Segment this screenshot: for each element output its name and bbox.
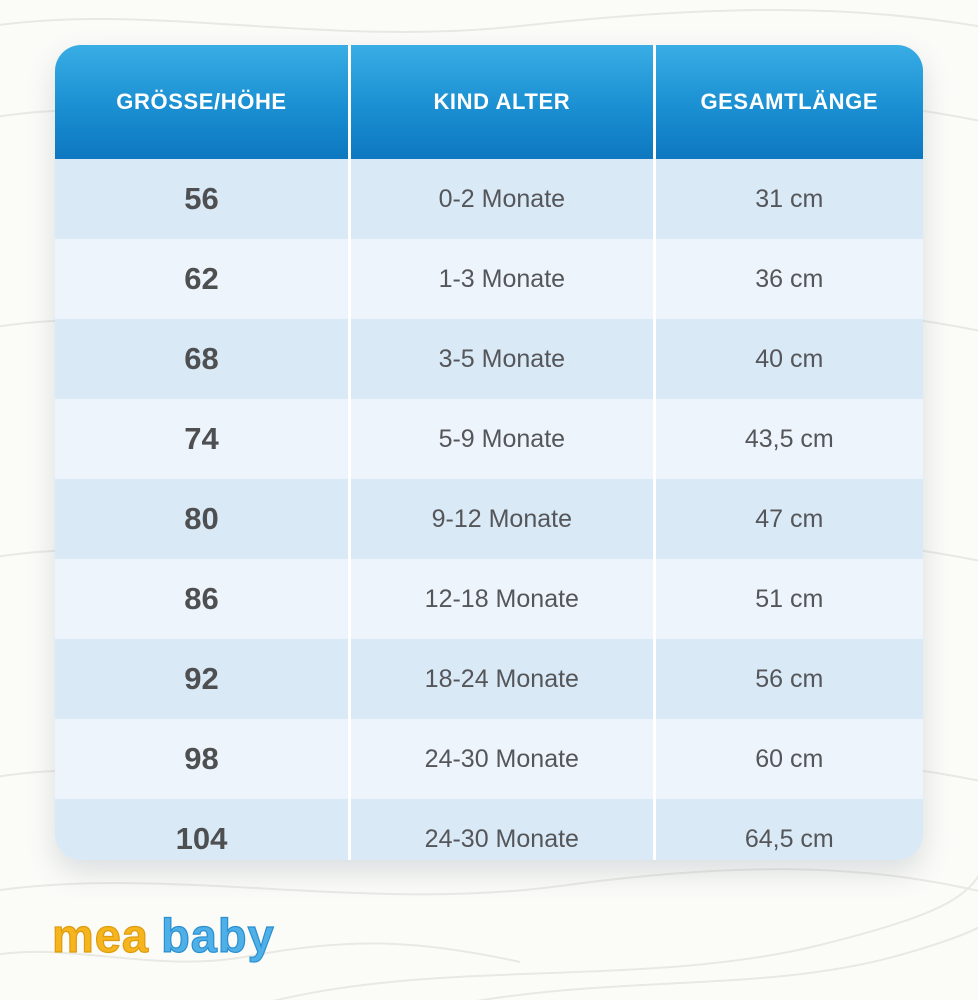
table-row: 92 18-24 Monate 56 cm xyxy=(55,639,923,719)
length-cell: 47 cm xyxy=(652,479,923,559)
length-cell: 60 cm xyxy=(652,719,923,799)
table-row: 68 3-5 Monate 40 cm xyxy=(55,319,923,399)
age-cell: 24-30 Monate xyxy=(348,799,655,860)
table-row: 86 12-18 Monate 51 cm xyxy=(55,559,923,639)
brand-logo: mea baby xyxy=(51,908,275,963)
size-cell: 62 xyxy=(55,239,350,319)
header-total-length: GESAMTLÄNGE xyxy=(652,45,923,159)
size-cell: 56 xyxy=(55,159,350,239)
table-row: 56 0-2 Monate 31 cm xyxy=(55,159,923,239)
size-cell: 68 xyxy=(55,319,350,399)
table-head: GRÖSSE/HÖHE KIND ALTER GESAMTLÄNGE xyxy=(55,45,923,159)
length-cell: 40 cm xyxy=(652,319,923,399)
age-cell: 12-18 Monate xyxy=(348,559,655,639)
age-cell: 18-24 Monate xyxy=(348,639,655,719)
length-cell: 43,5 cm xyxy=(652,399,923,479)
size-cell: 98 xyxy=(55,719,350,799)
length-cell: 56 cm xyxy=(652,639,923,719)
age-cell: 9-12 Monate xyxy=(348,479,655,559)
length-cell: 51 cm xyxy=(652,559,923,639)
header-size-height: GRÖSSE/HÖHE xyxy=(55,45,350,159)
size-cell: 74 xyxy=(55,399,350,479)
table-row: 98 24-30 Monate 60 cm xyxy=(55,719,923,799)
age-cell: 5-9 Monate xyxy=(348,399,655,479)
table-body: 56 0-2 Monate 31 cm 62 1-3 Monate 36 cm 68 3-5 … xyxy=(55,159,923,860)
size-cell: 80 xyxy=(55,479,350,559)
table-header-row: GRÖSSE/HÖHE KIND ALTER GESAMTLÄNGE xyxy=(55,45,923,159)
size-cell: 92 xyxy=(55,639,350,719)
length-cell: 64,5 cm xyxy=(652,799,923,860)
table-row: 74 5-9 Monate 43,5 cm xyxy=(55,399,923,479)
age-cell: 3-5 Monate xyxy=(348,319,655,399)
size-chart-card: GRÖSSE/HÖHE KIND ALTER GESAMTLÄNGE 56 0-2… xyxy=(55,45,923,860)
size-table: GRÖSSE/HÖHE KIND ALTER GESAMTLÄNGE 56 0-2… xyxy=(55,45,923,860)
table-row: 104 24-30 Monate 64,5 cm xyxy=(55,799,923,860)
length-cell: 36 cm xyxy=(652,239,923,319)
age-cell: 1-3 Monate xyxy=(348,239,655,319)
table-row: 80 9-12 Monate 47 cm xyxy=(55,479,923,559)
age-cell: 0-2 Monate xyxy=(348,159,655,239)
logo-text-mea: mea xyxy=(51,908,150,962)
size-cell: 104 xyxy=(55,799,350,860)
age-cell: 24-30 Monate xyxy=(348,719,655,799)
length-cell: 31 cm xyxy=(652,159,923,239)
logo-text-baby: baby xyxy=(160,908,275,962)
size-cell: 86 xyxy=(55,559,350,639)
header-child-age: KIND ALTER xyxy=(348,45,655,159)
table-row: 62 1-3 Monate 36 cm xyxy=(55,239,923,319)
